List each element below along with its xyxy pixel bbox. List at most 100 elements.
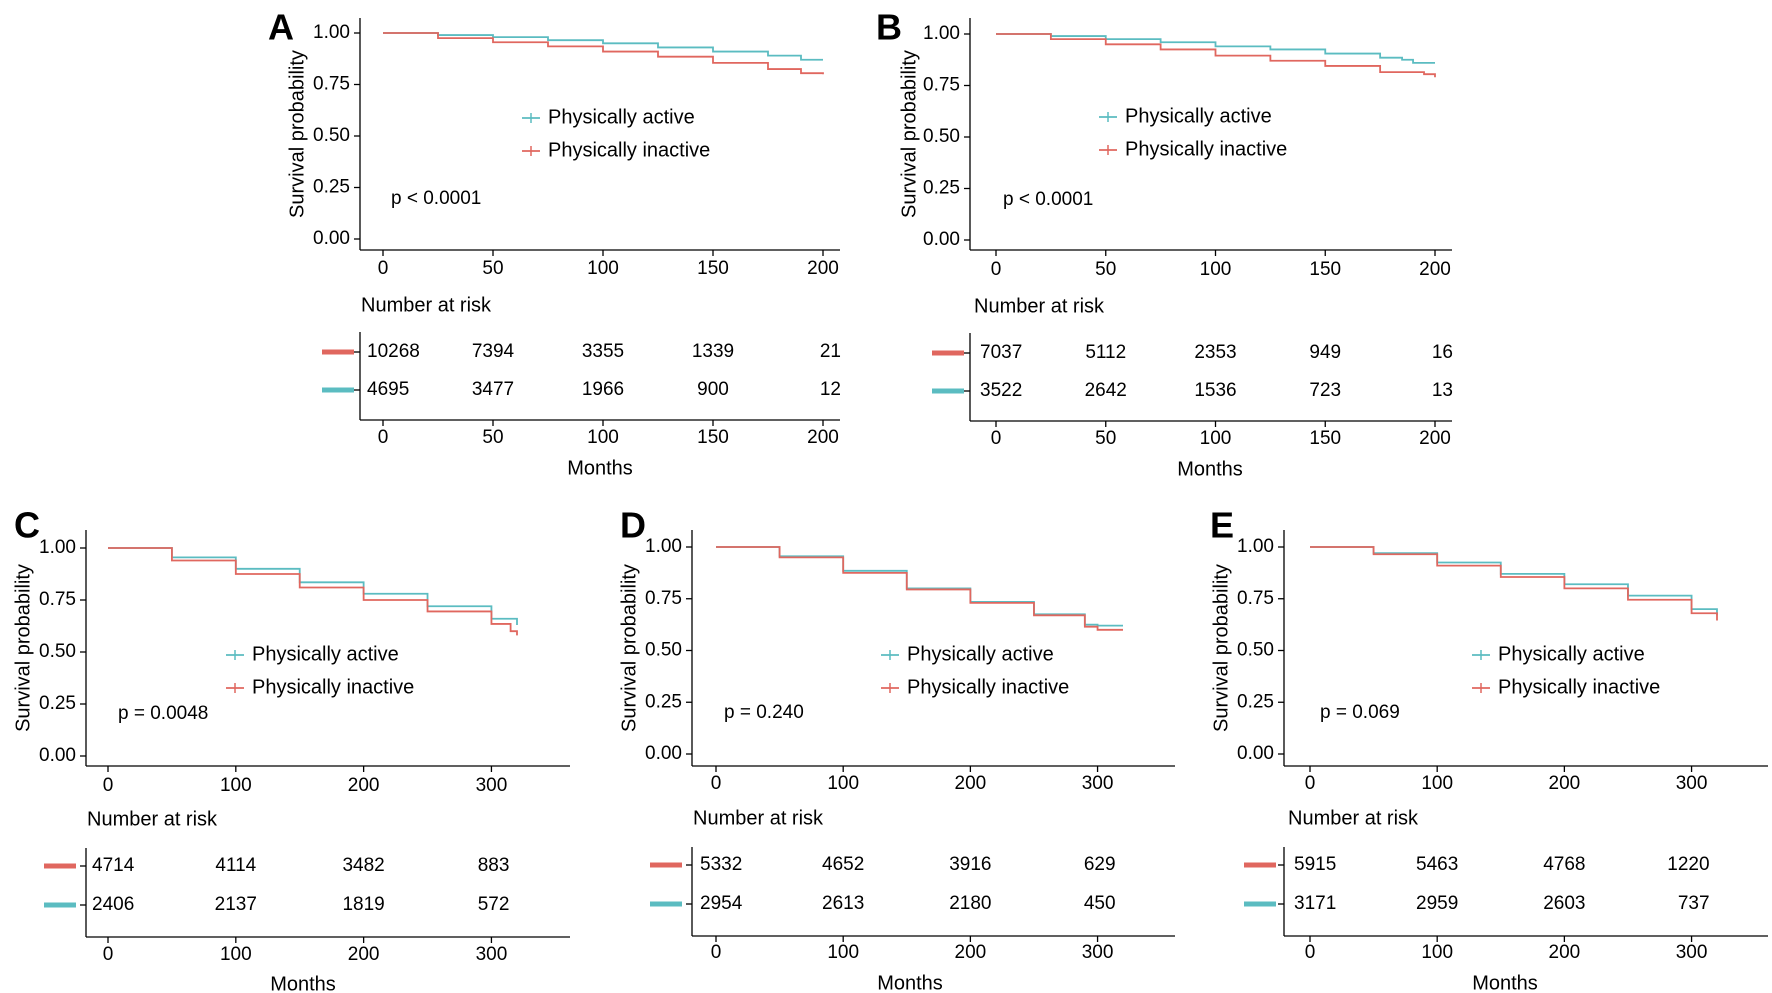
risk-x-tick-label: 150	[1309, 428, 1341, 449]
panel-label: E	[1210, 505, 1234, 546]
x-tick-label: 200	[807, 258, 839, 279]
risk-x-tick-label: 100	[587, 427, 619, 448]
risk-x-tick-label: 200	[955, 942, 987, 963]
risk-count: 13	[1432, 380, 1453, 401]
y-tick-label: 0.00	[1237, 743, 1274, 764]
survival-curve-active	[1310, 546, 1718, 616]
y-tick-label: 0.50	[39, 641, 76, 662]
risk-count: 3522	[980, 380, 1022, 401]
panel-e: E 0.00 0.25 0.50 0.75 1.00 0 100 200 300 Survival …	[1210, 505, 1768, 993]
survival-curve-active	[383, 32, 823, 61]
panel-a: A 0.00 0.25 0.50 0.75 1.00 0 50 100 150 200 Surviva…	[268, 7, 841, 480]
risk-count: 3171	[1294, 893, 1336, 914]
risk-count: 3916	[949, 854, 991, 875]
risk-table-title: Number at risk	[974, 295, 1105, 317]
risk-count: 5915	[1294, 854, 1336, 875]
y-tick-label: 0.25	[923, 178, 960, 199]
risk-count: 1339	[692, 341, 734, 362]
legend-label: Physically inactive	[1125, 138, 1287, 160]
risk-x-tick-label: 0	[1305, 942, 1316, 963]
panel-c: C 0.00 0.25 0.50 0.75 1.00 0 100 200 300 Survival …	[13, 505, 570, 993]
risk-count: 4652	[822, 854, 864, 875]
p-value: p = 0.0048	[118, 703, 208, 724]
x-tick-label: 300	[476, 775, 508, 796]
x-tick-label: 0	[378, 258, 389, 279]
y-tick-label: 0.25	[645, 691, 682, 712]
y-tick-label: 0.25	[313, 177, 350, 198]
risk-count: 10268	[367, 341, 420, 362]
risk-count: 900	[697, 379, 729, 400]
risk-count: 3355	[582, 341, 624, 362]
survival-curve-active	[108, 547, 518, 625]
survival-curve-inactive	[108, 547, 518, 636]
x-tick-label: 100	[1200, 259, 1232, 280]
y-tick-label: 0.75	[645, 588, 682, 609]
x-tick-label: 0	[1305, 773, 1316, 794]
y-tick-label: 0.00	[313, 228, 350, 249]
x-tick-label: 100	[587, 258, 619, 279]
risk-count: 2959	[1416, 893, 1458, 914]
y-tick-label: 1.00	[39, 537, 76, 558]
risk-count: 450	[1084, 893, 1116, 914]
risk-count: 5463	[1416, 854, 1458, 875]
risk-count: 3477	[472, 379, 514, 400]
panel-d: D 0.00 0.25 0.50 0.75 1.00 0 100 200 300 Survival …	[619, 505, 1175, 993]
risk-x-tick-label: 0	[991, 428, 1002, 449]
risk-count: 4114	[215, 855, 256, 876]
risk-x-tick-label: 200	[348, 944, 380, 965]
x-axis-title: Months	[877, 972, 943, 993]
x-tick-label: 100	[220, 775, 252, 796]
y-axis-title: Survival probability	[287, 50, 309, 218]
x-tick-label: 200	[348, 775, 380, 796]
y-tick-label: 0.50	[923, 126, 960, 147]
risk-x-tick-label: 50	[1095, 428, 1116, 449]
y-axis-title: Survival probability	[619, 564, 641, 732]
y-tick-label: 1.00	[313, 22, 350, 43]
risk-count: 737	[1678, 893, 1710, 914]
risk-x-tick-label: 300	[476, 944, 508, 965]
panel-label: C	[14, 505, 40, 546]
risk-count: 5112	[1085, 342, 1126, 363]
panel-label: D	[620, 505, 646, 546]
x-tick-label: 50	[482, 258, 503, 279]
risk-x-tick-label: 0	[378, 427, 389, 448]
risk-x-tick-label: 0	[103, 944, 114, 965]
panel-b: B 0.00 0.25 0.50 0.75 1.00 0 50 100 150 200 Surviva…	[876, 7, 1453, 481]
y-tick-label: 0.25	[1237, 691, 1274, 712]
y-tick-label: 0.00	[39, 745, 76, 766]
risk-count: 1220	[1667, 854, 1709, 875]
p-value: p = 0.240	[724, 702, 804, 723]
x-tick-label: 0	[711, 773, 722, 794]
risk-x-tick-label: 0	[711, 942, 722, 963]
risk-table-title: Number at risk	[693, 807, 824, 829]
y-tick-label: 0.75	[313, 74, 350, 95]
risk-table-title: Number at risk	[361, 294, 492, 316]
risk-count: 572	[478, 894, 510, 915]
y-tick-label: 1.00	[1237, 536, 1274, 557]
legend-label: Physically active	[548, 106, 695, 128]
x-axis-title: Months	[1472, 972, 1538, 993]
risk-x-tick-label: 100	[1421, 942, 1453, 963]
legend-label: Physically inactive	[252, 676, 414, 698]
risk-count: 3482	[342, 855, 384, 876]
risk-count: 2613	[822, 893, 864, 914]
x-tick-label: 300	[1676, 773, 1708, 794]
survival-curve-inactive	[1310, 546, 1718, 621]
risk-x-tick-label: 200	[1419, 428, 1451, 449]
legend-label: Physically inactive	[907, 676, 1069, 698]
survival-curve-active	[716, 546, 1123, 627]
risk-count: 2180	[949, 893, 991, 914]
legend-label: Physically active	[1125, 105, 1272, 127]
risk-x-tick-label: 150	[697, 427, 729, 448]
panel-label: A	[268, 7, 294, 48]
risk-count: 7394	[472, 341, 515, 362]
legend-label: Physically active	[1498, 643, 1645, 665]
p-value: p < 0.0001	[391, 188, 481, 209]
risk-count: 949	[1309, 342, 1341, 363]
survival-curve-active	[996, 33, 1435, 64]
risk-count: 629	[1084, 854, 1116, 875]
risk-x-tick-label: 300	[1082, 942, 1114, 963]
x-tick-label: 0	[991, 259, 1002, 280]
risk-count: 12	[820, 379, 841, 400]
risk-x-tick-label: 50	[482, 427, 503, 448]
